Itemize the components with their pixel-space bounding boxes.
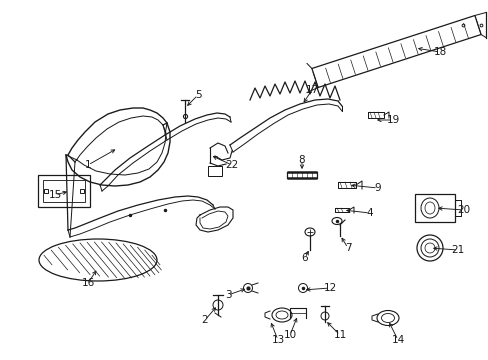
Bar <box>38 175 90 207</box>
Text: 17: 17 <box>305 85 318 95</box>
Text: 14: 14 <box>390 335 404 345</box>
Text: 13: 13 <box>271 335 284 345</box>
Text: 16: 16 <box>81 278 95 288</box>
Text: 3: 3 <box>224 290 231 300</box>
Text: 10: 10 <box>283 330 296 340</box>
Text: 15: 15 <box>48 190 61 200</box>
Text: 12: 12 <box>323 283 336 293</box>
Text: 11: 11 <box>333 330 346 340</box>
Text: 9: 9 <box>374 183 381 193</box>
Bar <box>207 166 222 176</box>
Text: 2: 2 <box>201 315 208 325</box>
Bar <box>43 180 85 202</box>
Text: 6: 6 <box>301 253 307 263</box>
Bar <box>414 194 454 222</box>
Text: 18: 18 <box>432 47 446 57</box>
Text: 8: 8 <box>298 155 305 165</box>
Text: 7: 7 <box>344 243 350 253</box>
Text: 21: 21 <box>450 245 464 255</box>
Text: 22: 22 <box>225 160 238 170</box>
Text: 5: 5 <box>194 90 201 100</box>
Text: 19: 19 <box>386 115 399 125</box>
Text: 20: 20 <box>456 205 469 215</box>
Text: 1: 1 <box>84 160 91 170</box>
Text: 4: 4 <box>366 208 372 218</box>
